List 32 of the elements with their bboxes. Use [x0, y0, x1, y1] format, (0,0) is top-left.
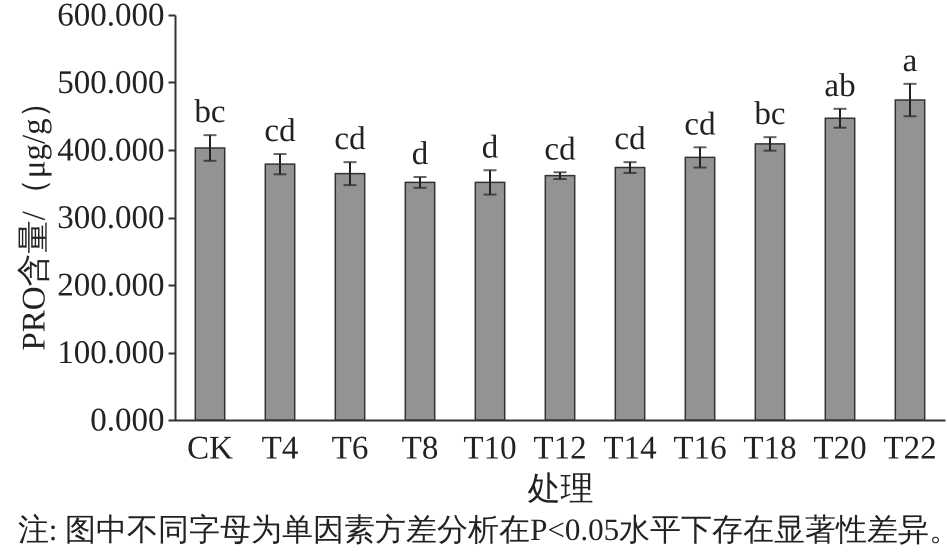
x-tick-label: T16	[673, 430, 727, 466]
annotation: cd	[334, 121, 366, 158]
x-tick-label: T12	[533, 430, 587, 466]
x-tick-label: CK	[187, 430, 234, 466]
annotation: cd	[544, 131, 576, 168]
y-tick-label: 600.000	[57, 0, 164, 34]
annotation: cd	[264, 113, 296, 150]
annotation: d	[412, 136, 429, 172]
y-tick-label: 300.000	[57, 200, 164, 236]
x-axis-title: 处理	[528, 472, 594, 508]
x-tick-label: T10	[463, 430, 517, 466]
y-tick-label: 400.000	[57, 132, 164, 168]
y-tick-label: 0.000	[90, 402, 164, 438]
annotation: bc	[194, 94, 226, 130]
annotation: cd	[614, 121, 646, 158]
x-tick-label: T22	[883, 430, 937, 466]
x-tick-label: T20	[813, 430, 867, 466]
x-tick-label: T4	[262, 430, 298, 466]
x-tick-label: T6	[332, 430, 368, 466]
annotation: ab	[824, 68, 856, 104]
x-tick-label: T8	[402, 430, 438, 466]
x-tick-label: T18	[743, 430, 797, 466]
y-tick-label: 500.000	[57, 65, 164, 101]
annotation: bc	[754, 96, 786, 132]
y-axis-title: PRO含量/（μg/g）	[16, 85, 52, 351]
annotation: cd	[684, 106, 716, 142]
text: 注: 图中不同字母为单因素方差分析在P<0.05水平下存在显著性差异。	[18, 512, 947, 547]
y-tick-label: 100.000	[57, 335, 164, 371]
annotation: a	[902, 42, 918, 79]
x-tick-label: T14	[603, 430, 657, 466]
y-tick-label: 200.000	[57, 268, 164, 304]
annotation: d	[482, 129, 499, 166]
